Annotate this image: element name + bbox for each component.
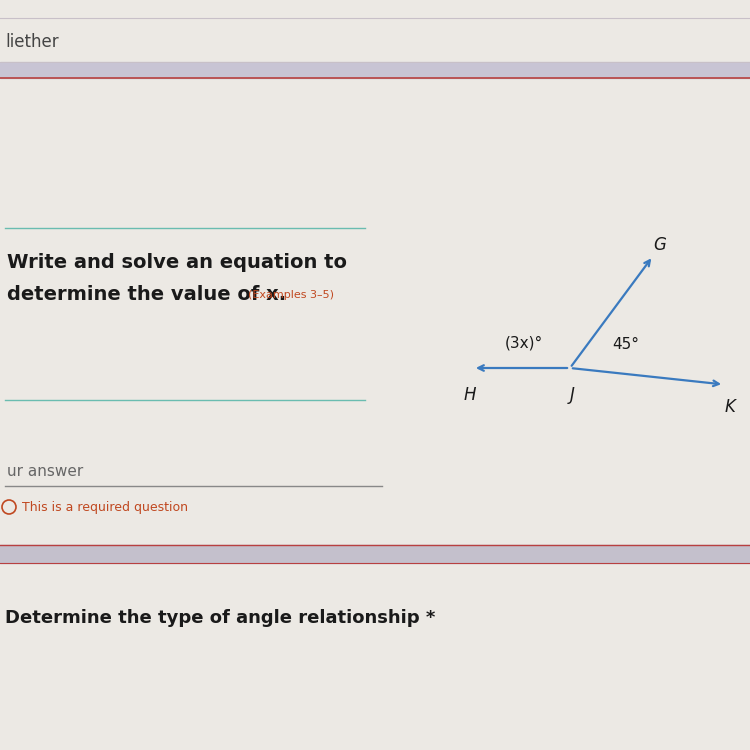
Bar [0,545,750,563]
Text: Determine the type of angle relationship *: Determine the type of angle relationship… [5,609,435,627]
Text: J: J [569,386,574,404]
Text: G: G [653,236,667,254]
Text: K: K [724,398,736,416]
Text: (3x)°: (3x)° [505,335,543,350]
Bar [0,62,750,78]
Text: This is a required question: This is a required question [22,500,188,514]
Text: (Examples 3–5): (Examples 3–5) [248,290,334,300]
Text: Write and solve an equation to: Write and solve an equation to [7,253,347,272]
Text: determine the value of x.: determine the value of x. [7,284,286,304]
Text: liether: liether [5,33,58,51]
Text: ur answer: ur answer [7,464,83,479]
Text: 45°: 45° [612,337,639,352]
Text: H: H [464,386,476,404]
Circle shape [2,500,16,514]
